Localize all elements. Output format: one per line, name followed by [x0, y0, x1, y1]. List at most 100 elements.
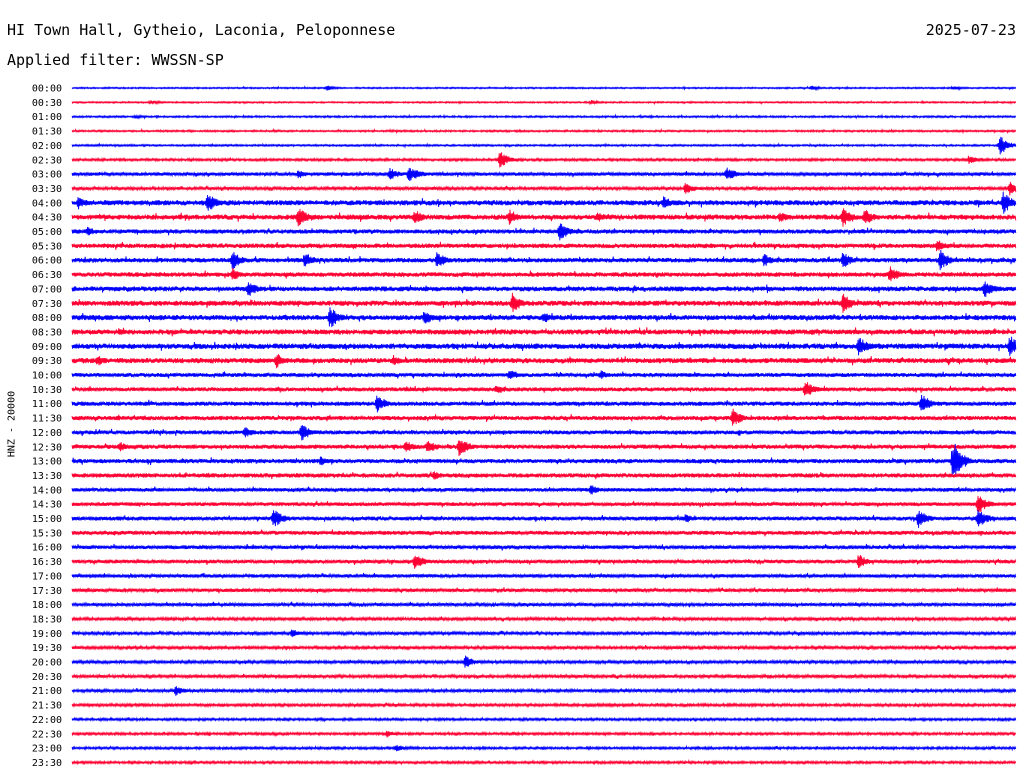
time-tick-label: 21:00 — [32, 686, 62, 697]
trace-line — [71, 716, 1017, 723]
trace-line — [71, 327, 1017, 337]
trace-line — [71, 554, 1017, 569]
time-tick-label: 15:30 — [32, 528, 62, 539]
trace-line — [71, 136, 1017, 155]
time-tick-label: 22:30 — [32, 729, 62, 740]
trace-line — [71, 443, 1017, 477]
time-tick-label: 03:30 — [32, 184, 62, 195]
time-tick-label: 12:00 — [32, 428, 62, 439]
trace-line — [71, 281, 1017, 298]
time-tick-label: 05:00 — [32, 227, 62, 238]
time-tick-labels: 00:00 00:30 01:00 01:30 02:00 02:30 03:00 03:30… — [32, 84, 62, 769]
trace-line — [71, 440, 1017, 457]
time-tick-label: 18:30 — [32, 614, 62, 625]
time-tick-label: 01:00 — [32, 112, 62, 123]
time-tick-label: 20:00 — [32, 658, 62, 669]
trace-line — [71, 529, 1017, 537]
time-tick-label: 17:00 — [32, 571, 62, 582]
time-tick-label: 23:00 — [32, 744, 62, 755]
time-tick-label: 16:30 — [32, 557, 62, 568]
trace-line — [71, 615, 1017, 623]
time-tick-label: 10:00 — [32, 371, 62, 382]
seismic-traces — [71, 85, 1017, 766]
time-tick-label: 13:00 — [32, 457, 62, 468]
trace-line — [71, 673, 1017, 680]
time-tick-label: 23:30 — [32, 758, 62, 769]
trace-line — [71, 382, 1017, 396]
trace-line — [71, 586, 1017, 594]
trace-line — [71, 471, 1017, 480]
time-tick-label: 08:30 — [32, 327, 62, 338]
time-tick-label: 19:30 — [32, 643, 62, 654]
time-tick-label: 04:30 — [32, 213, 62, 224]
trace-line — [71, 127, 1017, 135]
trace-line — [71, 655, 1017, 668]
trace-line — [71, 425, 1017, 441]
time-tick-label: 21:30 — [32, 701, 62, 712]
time-tick-label: 18:00 — [32, 600, 62, 611]
trace-line — [71, 686, 1017, 696]
time-tick-label: 12:30 — [32, 442, 62, 453]
time-tick-label: 05:30 — [32, 241, 62, 252]
time-tick-label: 07:30 — [32, 299, 62, 310]
time-tick-label: 13:30 — [32, 471, 62, 482]
trace-line — [71, 152, 1017, 168]
date-label: 2025-07-23 — [925, 21, 1016, 39]
time-tick-label: 15:00 — [32, 514, 62, 525]
time-tick-label: 22:00 — [32, 715, 62, 726]
trace-line — [71, 240, 1017, 252]
trace-line — [71, 292, 1017, 313]
trace-line — [71, 370, 1017, 380]
trace-line — [71, 354, 1017, 369]
trace-line — [71, 730, 1017, 738]
trace-line — [71, 543, 1017, 551]
time-tick-label: 20:30 — [32, 672, 62, 683]
filter-label: Applied filter: WWSSN-SP — [7, 51, 224, 69]
time-tick-label: 03:00 — [32, 170, 62, 181]
time-tick-label: 02:00 — [32, 141, 62, 152]
trace-line — [71, 629, 1017, 638]
trace-line — [71, 744, 1017, 752]
time-tick-label: 06:30 — [32, 270, 62, 281]
time-tick-label: 09:30 — [32, 356, 62, 367]
trace-line — [71, 701, 1017, 709]
time-tick-label: 16:00 — [32, 543, 62, 554]
trace-line — [71, 408, 1017, 426]
time-tick-label: 08:00 — [32, 313, 62, 324]
trace-line — [71, 181, 1017, 196]
trace-line — [71, 223, 1017, 241]
time-tick-label: 19:00 — [32, 629, 62, 640]
time-tick-label: 07:00 — [32, 284, 62, 295]
time-tick-label: 02:30 — [32, 155, 62, 166]
trace-line — [71, 495, 1017, 513]
trace-line — [71, 510, 1017, 528]
trace-line — [71, 167, 1017, 182]
trace-line — [71, 307, 1017, 328]
trace-line — [71, 191, 1017, 214]
time-tick-label: 04:00 — [32, 198, 62, 209]
trace-line — [71, 266, 1017, 282]
trace-line — [71, 485, 1017, 495]
time-tick-label: 00:00 — [32, 84, 62, 95]
trace-line — [71, 759, 1017, 766]
trace-line — [71, 644, 1017, 651]
trace-line — [71, 572, 1017, 580]
time-tick-label: 14:00 — [32, 485, 62, 496]
station-title: HI Town Hall, Gytheio, Laconia, Peloponn… — [7, 21, 396, 39]
trace-line — [71, 85, 1017, 92]
time-tick-label: 17:30 — [32, 586, 62, 597]
time-tick-label: 00:30 — [32, 98, 62, 109]
time-tick-label: 01:30 — [32, 127, 62, 138]
trace-line — [71, 208, 1017, 227]
time-tick-label: 09:00 — [32, 342, 62, 353]
trace-line — [71, 601, 1017, 608]
time-tick-label: 14:30 — [32, 500, 62, 511]
trace-line — [71, 113, 1017, 120]
time-tick-label: 11:00 — [32, 399, 62, 410]
trace-line — [71, 336, 1017, 356]
trace-line — [71, 99, 1017, 106]
time-tick-label: 10:30 — [32, 385, 62, 396]
trace-line — [71, 394, 1017, 413]
trace-line — [71, 249, 1017, 271]
